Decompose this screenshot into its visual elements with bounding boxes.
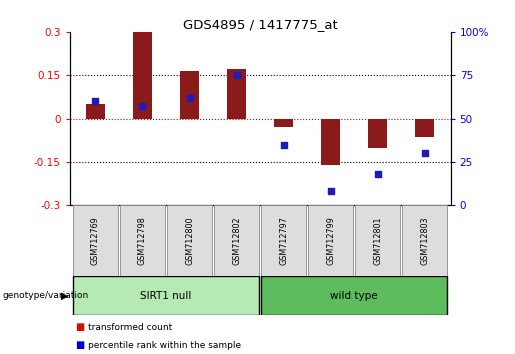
Point: [327, 189, 335, 194]
Point: [139, 104, 147, 109]
Text: GSM712799: GSM712799: [326, 216, 335, 265]
Bar: [368, 119, 387, 148]
Point: [91, 98, 99, 104]
Text: genotype/variation: genotype/variation: [3, 291, 89, 300]
Bar: [133, 32, 152, 119]
FancyBboxPatch shape: [214, 205, 259, 276]
Title: GDS4895 / 1417775_at: GDS4895 / 1417775_at: [183, 18, 337, 31]
Bar: [274, 119, 293, 127]
Point: [280, 142, 288, 147]
Bar: [415, 119, 434, 137]
FancyBboxPatch shape: [261, 205, 306, 276]
FancyBboxPatch shape: [308, 205, 353, 276]
Text: ■: ■: [75, 322, 84, 332]
FancyBboxPatch shape: [73, 276, 259, 315]
Bar: [86, 104, 105, 119]
Point: [185, 95, 194, 101]
Point: [232, 73, 241, 78]
Text: ■: ■: [75, 340, 84, 350]
FancyBboxPatch shape: [261, 276, 448, 315]
Text: percentile rank within the sample: percentile rank within the sample: [88, 341, 241, 350]
Text: GSM712800: GSM712800: [185, 216, 194, 265]
Bar: [227, 69, 246, 119]
Text: transformed count: transformed count: [88, 323, 172, 332]
Text: wild type: wild type: [330, 291, 378, 301]
Bar: [180, 71, 199, 119]
Text: GSM712801: GSM712801: [373, 216, 382, 265]
Bar: [321, 119, 340, 165]
Text: ▶: ▶: [61, 291, 68, 301]
Text: GSM712798: GSM712798: [138, 216, 147, 265]
Text: SIRT1 null: SIRT1 null: [140, 291, 192, 301]
FancyBboxPatch shape: [120, 205, 165, 276]
Text: GSM712769: GSM712769: [91, 216, 100, 265]
FancyBboxPatch shape: [355, 205, 400, 276]
FancyBboxPatch shape: [402, 205, 448, 276]
Point: [373, 171, 382, 177]
Point: [421, 150, 429, 156]
Text: GSM712797: GSM712797: [279, 216, 288, 265]
Text: GSM712802: GSM712802: [232, 216, 241, 265]
FancyBboxPatch shape: [73, 205, 118, 276]
FancyBboxPatch shape: [167, 205, 212, 276]
Text: GSM712803: GSM712803: [420, 216, 429, 265]
